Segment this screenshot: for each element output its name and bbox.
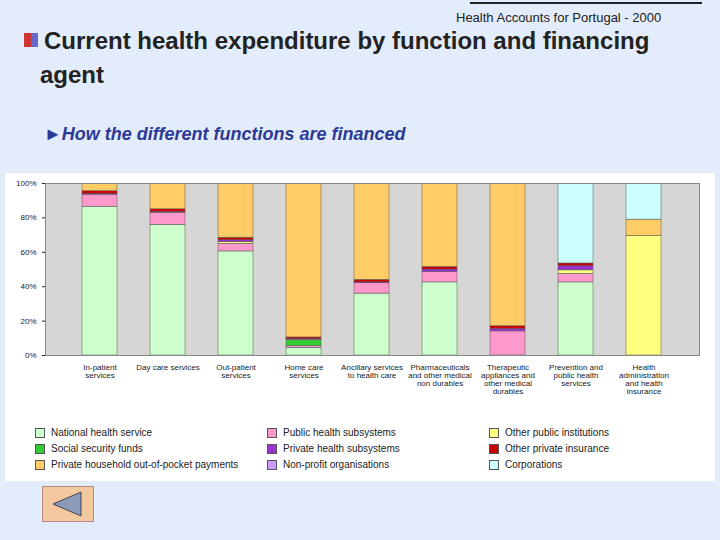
svg-text:Ancillary servicesto health ca: Ancillary servicesto health care — [341, 363, 403, 380]
svg-text:Home careservices: Home careservices — [284, 363, 324, 380]
svg-text:In-patientservices: In-patientservices — [83, 363, 117, 380]
svg-text:Out-patientservices: Out-patientservices — [216, 363, 256, 380]
svg-text:80%: 80% — [20, 213, 36, 222]
html-text:Health Accounts for Portugal -: Health Accounts for Portugal - 2000 — [456, 10, 662, 25]
svg-text:100%: 100% — [16, 179, 36, 188]
svg-text:Healthadministrationand health: Healthadministrationand healthinsurance — [619, 363, 669, 396]
html-text:Corporations: Corporations — [505, 459, 563, 470]
html-text:Private health subsystems: Private health subsystems — [283, 443, 400, 454]
html-text:Other private insurance: Other private insurance — [505, 443, 609, 454]
html-text:National health service: National health service — [51, 427, 153, 438]
html-text:Private household out-of-pocke: Private household out-of-pocket payments — [51, 459, 239, 470]
svg-text:20%: 20% — [20, 317, 36, 326]
html-text:►How the different functions a: ►How the different functions are finance… — [44, 124, 406, 144]
svg-text:Pharmaceuticalsand other medic: Pharmaceuticalsand other medicalnon dura… — [408, 363, 472, 388]
html-text:Non-profit organisations: Non-profit organisations — [283, 459, 390, 470]
svg-text:0%: 0% — [25, 351, 37, 360]
svg-text:Prevention andpublic healthser: Prevention andpublic healthservices — [549, 363, 603, 388]
html-text:Social security funds: Social security funds — [51, 443, 143, 454]
html-text:Other public institutions: Other public institutions — [505, 427, 609, 438]
svg-text:Day care services: Day care services — [136, 363, 200, 372]
svg-text:60%: 60% — [20, 248, 36, 257]
svg-text:Therapeuticappliances andother: Therapeuticappliances andother medicaldu… — [481, 363, 535, 396]
html-text:Current health expenditure by: Current health expenditure by function a… — [40, 27, 650, 88]
html-text:Public health subsystems: Public health subsystems — [283, 427, 396, 438]
svg-text:40%: 40% — [20, 282, 36, 291]
